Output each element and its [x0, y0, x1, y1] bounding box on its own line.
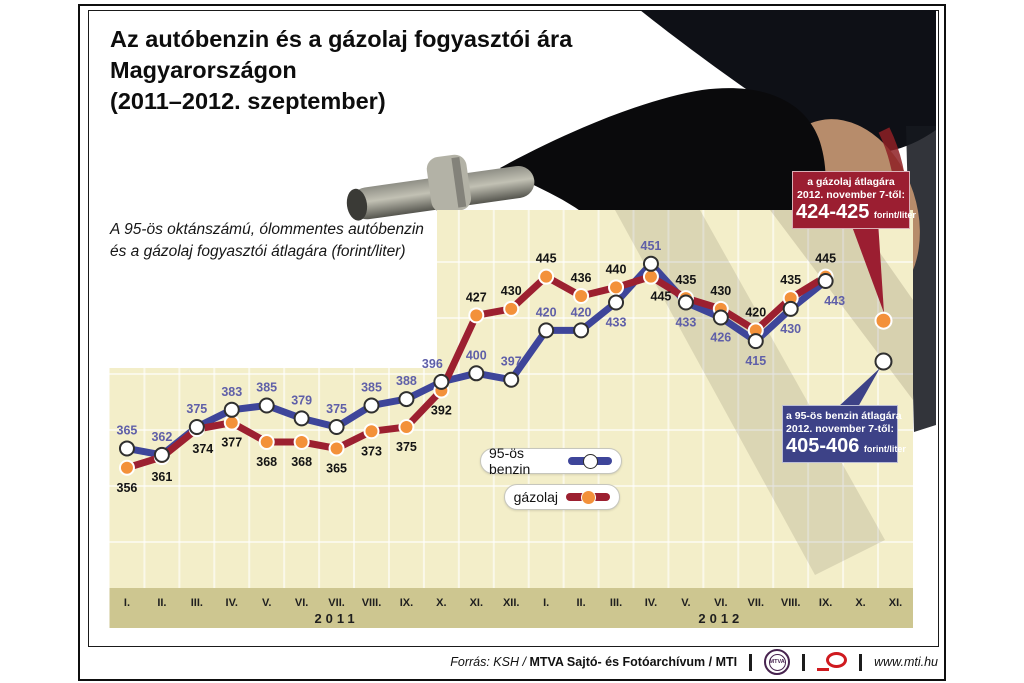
callout-gazolaj-value: 424-425 — [796, 201, 870, 223]
chart-subtitle: A 95-ös oktánszámú, ólommentes autóbenzi… — [110, 219, 450, 262]
callout-benzin-line1: a 95-ös benzin átlagára — [786, 410, 902, 422]
gazolaj-line-marker-icon — [566, 490, 610, 505]
title-line-1: Az autóbenzin és a gázolaj fogyasztói ár… — [110, 26, 573, 52]
legend-item-gazolaj: gázolaj — [504, 484, 620, 510]
mti-logo-icon — [817, 651, 848, 673]
legend-label-benzin: 95-ös benzin — [489, 445, 531, 477]
callout-benzin-line2: 2012. november 7-től: — [786, 422, 894, 435]
callout-benzin: a 95-ös benzin átlagára 2012. november 7… — [782, 405, 906, 463]
footer: Forrás: KSH / MTVA Sajtó- és Fotóarchívu… — [400, 648, 938, 676]
mtva-logo-text: MTVA — [768, 653, 786, 671]
separator-bar — [859, 653, 863, 671]
subtitle-line-2: és a gázolaj fogyasztói átlagára (forint… — [110, 242, 406, 260]
callout-gazolaj: a gázolaj átlagára 2012. november 7-től:… — [792, 171, 916, 229]
separator-bar — [749, 653, 753, 671]
title-line-3: (2011–2012. szeptember) — [110, 88, 386, 114]
source-bold: MTVA Sajtó- és Fotóarchívum / MTI — [529, 655, 738, 669]
callout-gazolaj-unit: forint/liter — [873, 210, 916, 220]
callout-benzin-value: 405-406 — [786, 435, 860, 457]
mtva-logo-icon: MTVA — [764, 649, 791, 675]
benzin-line-marker-icon — [568, 454, 612, 469]
separator-bar — [802, 653, 806, 671]
callout-gazolaj-line1: a gázolaj átlagára — [807, 176, 895, 188]
page-title: Az autóbenzin és a gázolaj fogyasztói ár… — [110, 24, 690, 117]
callout-benzin-unit: forint/liter — [863, 444, 906, 454]
legend-label-gazolaj: gázolaj — [513, 489, 558, 505]
source-prefix: Forrás: KSH / — [450, 655, 526, 669]
callout-gazolaj-line2: 2012. november 7-től: — [797, 188, 905, 201]
source-text: Forrás: KSH / MTVA Sajtó- és Fotóarchívu… — [450, 655, 737, 669]
website-url: www.mti.hu — [874, 655, 938, 669]
legend-item-benzin: 95-ös benzin — [480, 445, 622, 477]
title-line-2: Magyarországon — [110, 57, 297, 83]
subtitle-line-1: A 95-ös oktánszámú, ólommentes autóbenzi… — [110, 221, 424, 238]
